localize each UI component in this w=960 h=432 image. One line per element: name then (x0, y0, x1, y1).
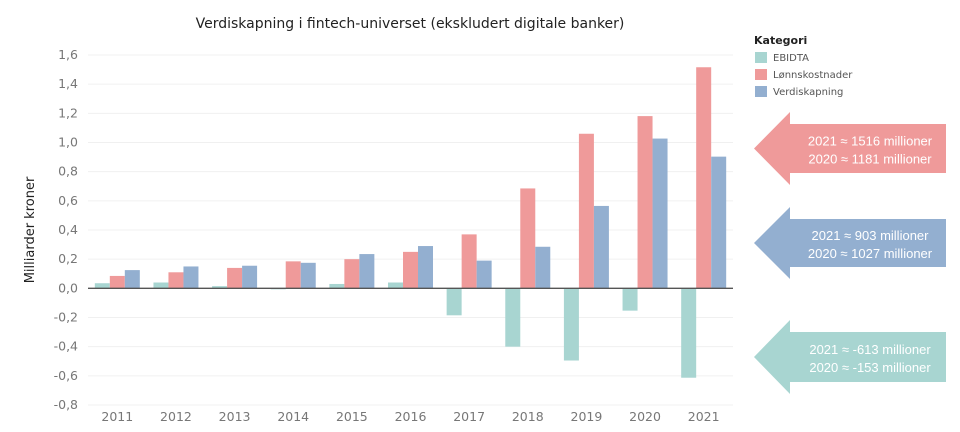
y-axis-label: Milliarder kroner (23, 176, 38, 283)
legend-item[interactable]: Lønnskostnader (773, 70, 853, 81)
bar-verdiskapning-2011 (124, 270, 140, 289)
y-tick-label: 1,0 (58, 135, 78, 150)
annotation-text: 2021 ≈ 1516 millioner (808, 134, 933, 149)
annotation-text: 2020 ≈ -153 millioner (809, 360, 931, 375)
annotation-text: 2020 ≈ 1027 millioner (808, 246, 933, 261)
y-tick-label: 0,0 (58, 280, 78, 295)
bar-verdiskapning-2015 (359, 254, 375, 289)
x-tick-label: 2021 (688, 409, 720, 424)
y-tick-label: 1,2 (58, 105, 78, 120)
bar-verdiskapning-2019 (593, 205, 609, 289)
x-tick-label: 2013 (219, 409, 251, 424)
annotation-arrow: 2021 ≈ -613 millioner 2020 ≈ -153 million… (754, 320, 946, 394)
bar-lønnskostnader-2021 (696, 67, 712, 289)
legend-title: Kategori (754, 34, 807, 47)
bar-lønnskostnader-2014 (285, 261, 301, 289)
bar-lønnskostnader-2013 (227, 267, 243, 289)
x-tick-label: 2012 (160, 409, 192, 424)
y-tick-label: -0,2 (54, 310, 78, 325)
bar-verdiskapning-2016 (418, 246, 433, 289)
bar-ebidta-2020 (622, 288, 638, 311)
bar-lønnskostnader-2011 (109, 275, 125, 289)
bar-lønnskostnader-2017 (461, 234, 477, 289)
bar-ebidta-2017 (446, 288, 462, 316)
y-tick-label: 0,4 (58, 222, 78, 237)
bar-verdiskapning-2013 (242, 265, 258, 289)
annotation-arrow: 2021 ≈ 903 millioner 2020 ≈ 1027 millione… (754, 207, 946, 279)
y-tick-label: -0,6 (54, 368, 78, 383)
x-tick-label: 2017 (453, 409, 485, 424)
annotation-text: 2021 ≈ -613 millioner (809, 342, 931, 357)
bar-ebidta-2012 (153, 282, 169, 289)
legend-swatch (755, 52, 767, 63)
bar-ebidta-2011 (94, 283, 110, 289)
y-tick-label: -0,8 (54, 397, 78, 412)
bar-verdiskapning-2014 (300, 262, 316, 289)
bar-verdiskapning-2012 (183, 266, 199, 289)
x-tick-label: 2015 (336, 409, 368, 424)
legend: Kategori EBIDTA Lønnskostnader Verdiskapni… (754, 34, 853, 98)
bar-verdiskapning-2021 (711, 156, 727, 289)
bar-ebidta-2015 (329, 283, 345, 289)
legend-item[interactable]: Verdiskapning (773, 87, 843, 98)
legend-swatch (755, 86, 767, 97)
bar-lønnskostnader-2019 (578, 133, 594, 289)
arrow-shape (754, 320, 946, 394)
legend-item[interactable]: EBIDTA (773, 53, 809, 64)
annotation-text: 2021 ≈ 903 millioner (812, 228, 930, 243)
bar-lønnskostnader-2015 (344, 259, 360, 289)
x-tick-label: 2016 (395, 409, 427, 424)
bar-ebidta-2019 (563, 288, 579, 361)
y-tick-label: 0,8 (58, 164, 78, 179)
x-tick-label: 2018 (512, 409, 544, 424)
arrow-shape (754, 112, 946, 185)
x-tick-label: 2011 (101, 409, 133, 424)
x-tick-label: 2014 (277, 409, 309, 424)
bar-lønnskostnader-2020 (637, 116, 653, 289)
bar-lønnskostnader-2012 (168, 272, 184, 289)
arrow-shape (754, 207, 946, 279)
y-tick-label: 0,2 (58, 251, 78, 266)
bar-verdiskapning-2017 (476, 260, 492, 289)
y-tick-label: 0,6 (58, 193, 78, 208)
annotation-arrow: 2021 ≈ 1516 millioner 2020 ≈ 1181 million… (754, 112, 946, 185)
bar-ebidta-2018 (505, 288, 521, 347)
annotation-text: 2020 ≈ 1181 millioner (808, 152, 932, 167)
bar-verdiskapning-2020 (652, 138, 668, 289)
chart-title: Verdiskapning i fintech-universet (ekskl… (196, 16, 625, 32)
y-tick-label: 1,4 (58, 76, 78, 91)
bar-lønnskostnader-2016 (403, 251, 418, 289)
bar-ebidta-2013 (212, 286, 228, 289)
bar-ebidta-2016 (388, 282, 403, 289)
bar-verdiskapning-2018 (535, 246, 551, 289)
y-tick-label: 1,6 (58, 47, 78, 62)
legend-swatch (755, 69, 767, 80)
bar-lønnskostnader-2018 (520, 188, 536, 289)
y-tick-label: -0,4 (54, 339, 78, 354)
x-tick-label: 2020 (629, 409, 661, 424)
x-tick-label: 2019 (571, 409, 603, 424)
bar-ebidta-2021 (681, 288, 697, 378)
